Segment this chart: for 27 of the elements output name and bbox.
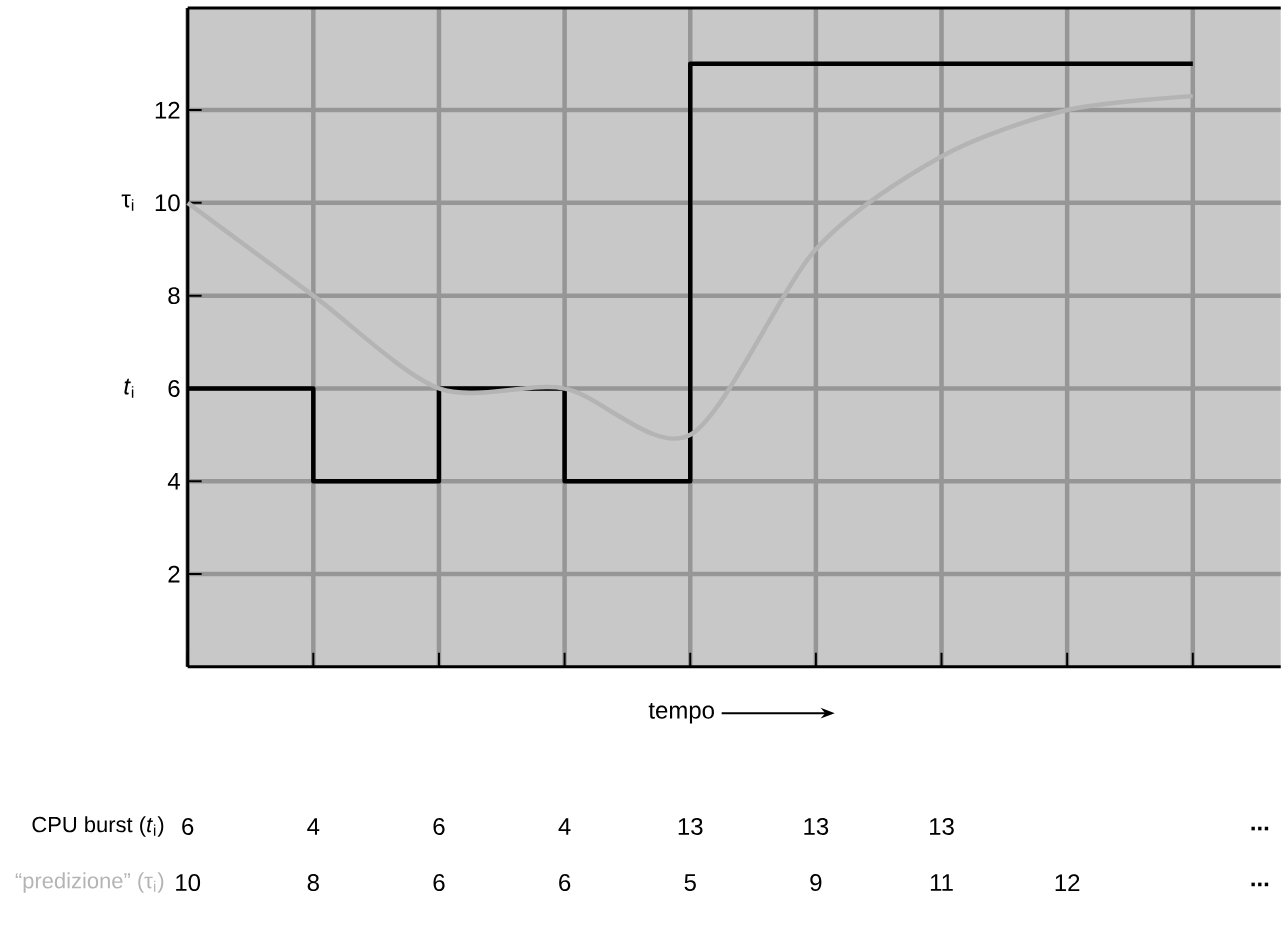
data-label: 9 <box>810 873 822 891</box>
data-label: 4 <box>307 818 320 835</box>
data-label: 6 <box>433 817 445 835</box>
text: t$_{i}$ <box>124 378 134 398</box>
y-tick-label: 6 <box>168 379 180 397</box>
data-label: 6 <box>559 873 571 891</box>
data-label: 6 <box>182 817 194 835</box>
data-label: 8 <box>307 873 319 891</box>
text: “predizione” (τ$_{i}$) <box>15 872 164 893</box>
y-tick-label: 2 <box>168 565 180 583</box>
text: CPU burst (t$_{i}$) <box>32 816 164 837</box>
text: τ$_{i}$ <box>121 194 134 211</box>
text: ... <box>1251 826 1269 831</box>
data-label: 13 <box>804 817 829 835</box>
data-label: 5 <box>684 874 696 891</box>
y-tick-label: 12 <box>155 101 180 119</box>
data-label: 11 <box>930 874 953 891</box>
text: ... <box>1251 882 1269 887</box>
data-label: 6 <box>433 873 445 891</box>
data-label: 13 <box>930 817 954 835</box>
data-label: 13 <box>678 817 703 835</box>
y-tick-label: 8 <box>168 286 180 304</box>
data-label: 12 <box>1055 874 1080 891</box>
x-axis-title: tempo <box>648 702 714 724</box>
y-tick-label: 10 <box>155 194 180 212</box>
data-label: 4 <box>558 818 571 835</box>
y-tick-label: 4 <box>167 472 180 490</box>
